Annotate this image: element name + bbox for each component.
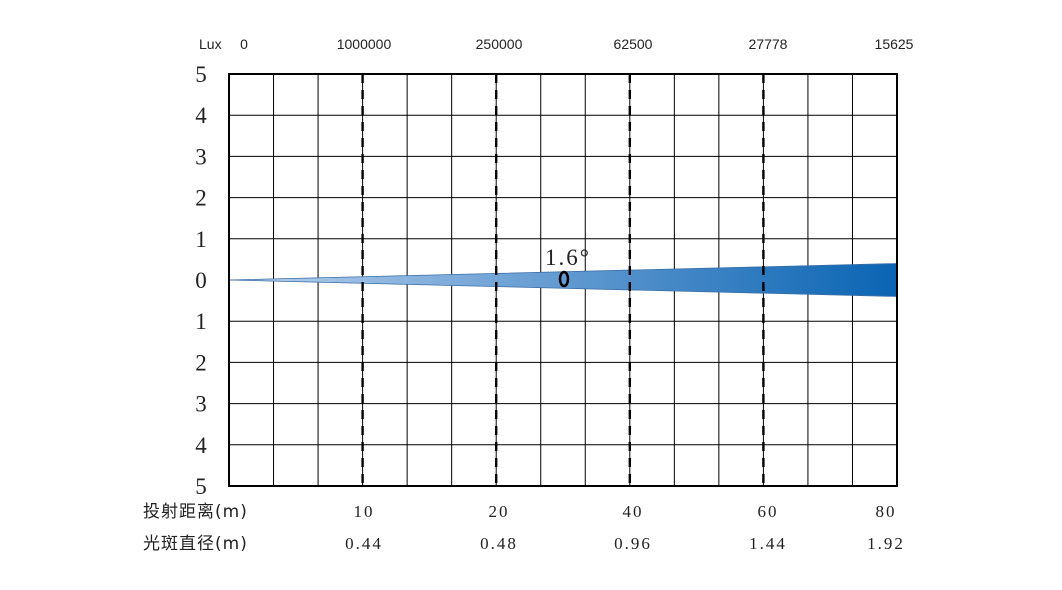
- distance-markers: [361, 74, 765, 486]
- lux-label: Lux: [199, 36, 222, 52]
- distance-value: 40: [623, 502, 644, 521]
- distance-row-label: 投射距离(m): [143, 502, 248, 522]
- y-tick-label: 4: [195, 433, 207, 458]
- distance-row: 10 20 40 60 80: [354, 502, 897, 521]
- diameter-value: 0.96: [614, 534, 652, 553]
- y-tick-label: 2: [195, 350, 207, 375]
- y-tick-labels: 5 4 3 2 1 0 1 2 3 4 5: [195, 62, 207, 499]
- lux-value: 27778: [749, 36, 788, 52]
- distance-value: 80: [876, 502, 897, 521]
- lux-value: 0: [240, 36, 248, 52]
- y-tick-label: 2: [195, 186, 207, 211]
- y-tick-label: 5: [195, 62, 207, 87]
- distance-value: 60: [758, 502, 779, 521]
- diameter-value: 0.48: [480, 534, 518, 553]
- angle-marker-icon: [558, 270, 570, 288]
- y-tick-label: 0: [195, 268, 207, 293]
- y-tick-label: 3: [195, 144, 207, 169]
- lux-value: 250000: [476, 36, 523, 52]
- y-tick-label: 4: [195, 103, 207, 128]
- lux-value: 62500: [614, 36, 653, 52]
- diameter-value: 1.44: [749, 534, 787, 553]
- plot-frame: [228, 73, 898, 487]
- diameter-row: 0.44 0.48 0.96 1.44 1.92: [345, 534, 905, 553]
- y-tick-label: 3: [195, 392, 207, 417]
- diameter-value: 0.44: [345, 534, 383, 553]
- y-tick-label: 1: [195, 309, 207, 334]
- distance-value: 20: [489, 502, 510, 521]
- lux-value: 15625: [875, 36, 914, 52]
- y-tick-label: 1: [195, 227, 207, 252]
- lux-value: 1000000: [337, 36, 392, 52]
- diameter-row-label: 光斑直径(m): [143, 534, 248, 554]
- distance-value: 10: [354, 502, 375, 521]
- lux-row: Lux 0 1000000 250000 62500 27778 15625: [199, 36, 914, 52]
- y-tick-label: 5: [195, 474, 207, 499]
- beam-angle-label: 1.6°: [545, 245, 591, 270]
- diameter-value: 1.92: [867, 534, 905, 553]
